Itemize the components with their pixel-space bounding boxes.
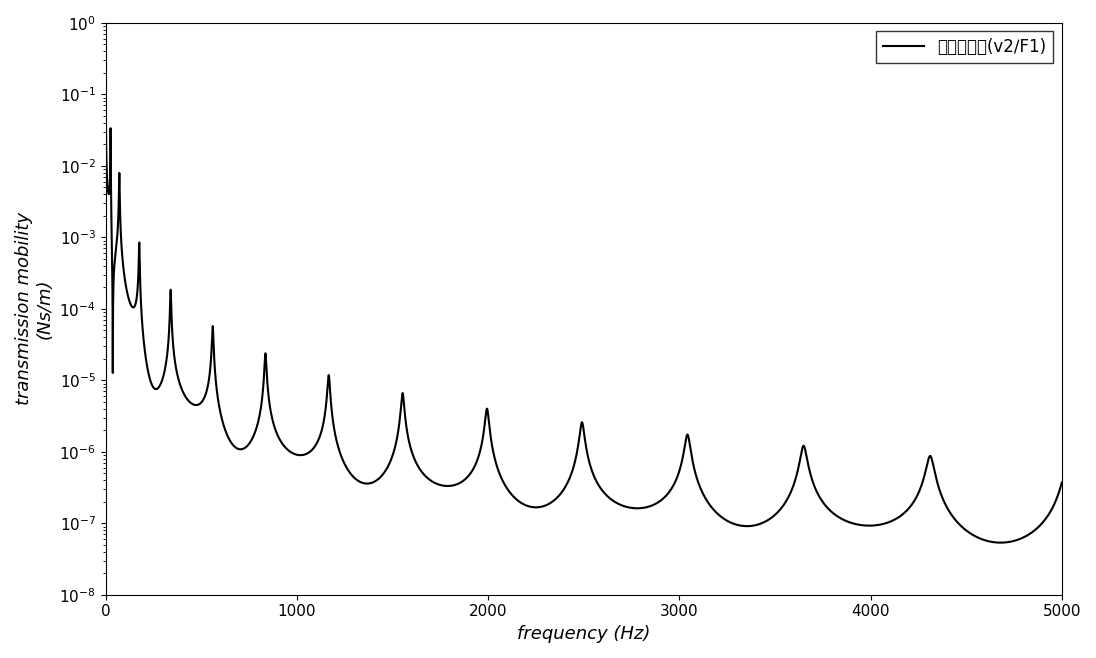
- X-axis label: frequency (Hz): frequency (Hz): [517, 625, 650, 643]
- Y-axis label: transmission mobility
(Ns/m): transmission mobility (Ns/m): [15, 213, 54, 405]
- Legend: 输出端自由(v2∕F1): 输出端自由(v2∕F1): [876, 31, 1053, 63]
